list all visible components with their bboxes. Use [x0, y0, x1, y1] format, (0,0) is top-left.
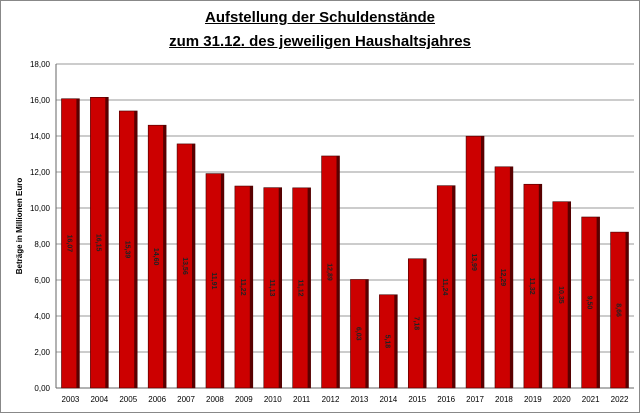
x-tick-label: 2012 — [322, 395, 340, 404]
chart-title-line-2: zum 31.12. des jeweiligen Haushaltsjahre… — [169, 33, 471, 50]
x-tick-label: 2003 — [62, 395, 80, 404]
y-tick-label: 18,00 — [30, 60, 51, 69]
data-label: 6,03 — [354, 327, 361, 341]
bar-shade — [596, 217, 600, 388]
x-tick-label: 2021 — [582, 395, 600, 404]
y-tick-label: 14,00 — [30, 132, 51, 141]
chart-title-line-1: Aufstellung der Schuldenstände — [204, 9, 436, 26]
x-tick-label: 2004 — [90, 395, 108, 404]
data-label: 12,29 — [499, 269, 506, 287]
x-tick-label: 2020 — [553, 395, 571, 404]
data-label: 9,50 — [586, 296, 593, 310]
y-tick-label: 4,00 — [34, 312, 50, 321]
x-tick-label: 2016 — [437, 395, 455, 404]
bar-shade — [249, 186, 253, 388]
bar-shade — [394, 294, 398, 388]
x-tick-label: 2018 — [495, 395, 513, 404]
y-tick-label: 10,00 — [30, 204, 51, 213]
bar-shade — [134, 110, 138, 388]
bar-shade — [452, 185, 456, 388]
bar-shade — [538, 184, 542, 388]
data-label: 16,07 — [65, 235, 72, 253]
data-label: 11,91 — [210, 272, 217, 289]
x-tick-label: 2011 — [293, 395, 311, 404]
data-label: 14,60 — [152, 248, 159, 266]
data-label: 7,18 — [412, 317, 419, 331]
y-tick-label: 16,00 — [30, 96, 51, 105]
data-label: 13,56 — [181, 257, 188, 275]
x-tick-label: 2013 — [351, 395, 369, 404]
data-label: 11,12 — [297, 279, 304, 296]
data-label: 11,22 — [239, 278, 246, 295]
data-label: 5,18 — [383, 335, 390, 349]
bar-shade — [336, 155, 340, 388]
x-tick-label: 2015 — [408, 395, 426, 404]
data-label: 8,66 — [615, 303, 622, 317]
data-label: 16,15 — [94, 234, 101, 252]
y-tick-label: 8,00 — [34, 240, 50, 249]
data-label: 13,99 — [470, 253, 477, 271]
data-label: 15,39 — [123, 241, 130, 259]
bar-shade — [481, 136, 485, 388]
bar-shade — [509, 166, 513, 388]
bar-shade — [278, 187, 282, 388]
data-label: 11,24 — [441, 278, 448, 295]
x-tick-label: 2009 — [235, 395, 253, 404]
bar-shade — [76, 98, 80, 389]
x-tick-label: 2010 — [264, 395, 282, 404]
bar-shade — [307, 187, 311, 388]
x-tick-label: 2006 — [148, 395, 166, 404]
x-tick-label: 2019 — [524, 395, 542, 404]
y-tick-label: 6,00 — [34, 276, 50, 285]
data-label: 11,13 — [268, 279, 275, 296]
data-label: 12,89 — [326, 263, 333, 281]
bar-shade — [105, 97, 109, 389]
bar-shade — [163, 125, 167, 388]
data-label: 10,35 — [557, 286, 564, 304]
bar-shade — [567, 201, 571, 388]
bar-shade — [365, 279, 369, 388]
y-tick-label: 12,00 — [30, 168, 51, 177]
x-tick-label: 2005 — [119, 395, 137, 404]
bar-shade — [220, 173, 224, 388]
y-tick-label: 2,00 — [34, 348, 50, 357]
bar — [610, 231, 629, 389]
data-label: 11,32 — [528, 278, 535, 295]
x-tick-label: 2017 — [466, 395, 484, 404]
bar-shade — [625, 232, 629, 388]
x-tick-label: 2014 — [379, 395, 397, 404]
y-tick-label: 0,00 — [34, 384, 50, 393]
bar-shade — [192, 143, 196, 388]
y-axis-label: Beträge in Millionen Euro — [15, 178, 24, 275]
bar-shade — [423, 258, 427, 388]
x-tick-label: 2007 — [177, 395, 195, 404]
x-tick-label: 2008 — [206, 395, 224, 404]
x-tick-label: 2022 — [611, 395, 629, 404]
